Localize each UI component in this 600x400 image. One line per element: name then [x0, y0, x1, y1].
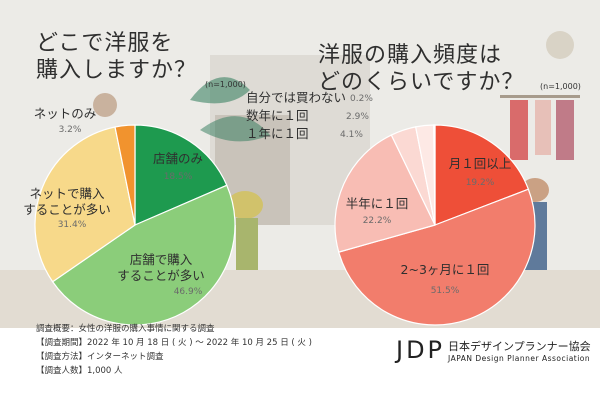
where-to-buy-slice-0: [134, 124, 228, 226]
slice-value-every-few-years: 2.9%: [346, 112, 369, 122]
slice-label-half-year: 半年に１回: [345, 196, 409, 211]
jdp-logo-name-ja: 日本デザインプランナー協会: [448, 340, 591, 353]
sample-size-right: (n=1,000): [540, 82, 581, 91]
slice-value-half-year: 22.2%: [362, 216, 392, 226]
slice-label-net-mostly: ネットで購入 することが多い: [23, 186, 111, 217]
slice-value-store-mostly: 46.9%: [173, 287, 203, 297]
slice-value-net-mostly: 31.4%: [57, 220, 87, 230]
slice-value-every-2-3-months: 51.5%: [430, 286, 460, 296]
frequency-slice-1: [338, 188, 536, 326]
survey-summary: 調査概要：女性の洋服の購入事情に関する調査: [36, 324, 215, 334]
slice-label-every-2-3-months: 2~3ヶ月に１回: [400, 262, 490, 277]
slice-label-yearly: １年に１回: [246, 126, 309, 141]
where-to-buy-slice-2: [34, 126, 136, 283]
jdp-logo-mark: JDP: [396, 336, 446, 364]
sample-size-left: (n=1,000): [205, 80, 246, 89]
pie-purchase-frequency: [334, 124, 536, 326]
chart-title-left: どこで洋服を 購入しますか？: [36, 31, 198, 83]
slice-label-store-mostly: 店舗で購入 することが多い: [117, 252, 205, 283]
slice-label-net-only: ネットのみ: [33, 106, 97, 121]
frequency-slice-0: [434, 124, 530, 226]
jdp-logo-name-en: JAPAN Design Planner Association: [448, 354, 591, 363]
where-to-buy-slice-3: [114, 124, 136, 226]
slice-value-never-buy-myself: 0.2%: [350, 94, 373, 104]
slice-label-store-only: 店舗のみ: [152, 151, 203, 166]
survey-method: 【調査方法】インターネット調査: [36, 352, 164, 362]
slice-value-net-only: 3.2%: [58, 125, 82, 135]
frequency-slice-2: [334, 134, 436, 253]
footer: [0, 328, 600, 400]
survey-period: 【調査期間】2022 年 10 月 18 日 ( 火 ) ～ 2022 年 10…: [36, 338, 312, 348]
slice-label-every-few-years: 数年に１回: [246, 108, 309, 123]
pie-where-to-buy: [34, 124, 236, 326]
slice-label-never-buy-myself: 自分では買わない: [246, 90, 347, 105]
survey-count: 【調査人数】1,000 人: [36, 366, 123, 376]
slice-label-monthly: 月１回以上: [448, 156, 512, 171]
chart-title-right: 洋服の購入頻度は どのくらいですか？: [318, 43, 525, 95]
frequency-slice-5: [433, 124, 436, 226]
slice-value-monthly: 19.2%: [465, 178, 495, 188]
slice-value-store-only: 18.5%: [163, 172, 193, 182]
slice-value-yearly: 4.1%: [340, 130, 363, 140]
where-to-buy-slice-1: [51, 184, 236, 326]
